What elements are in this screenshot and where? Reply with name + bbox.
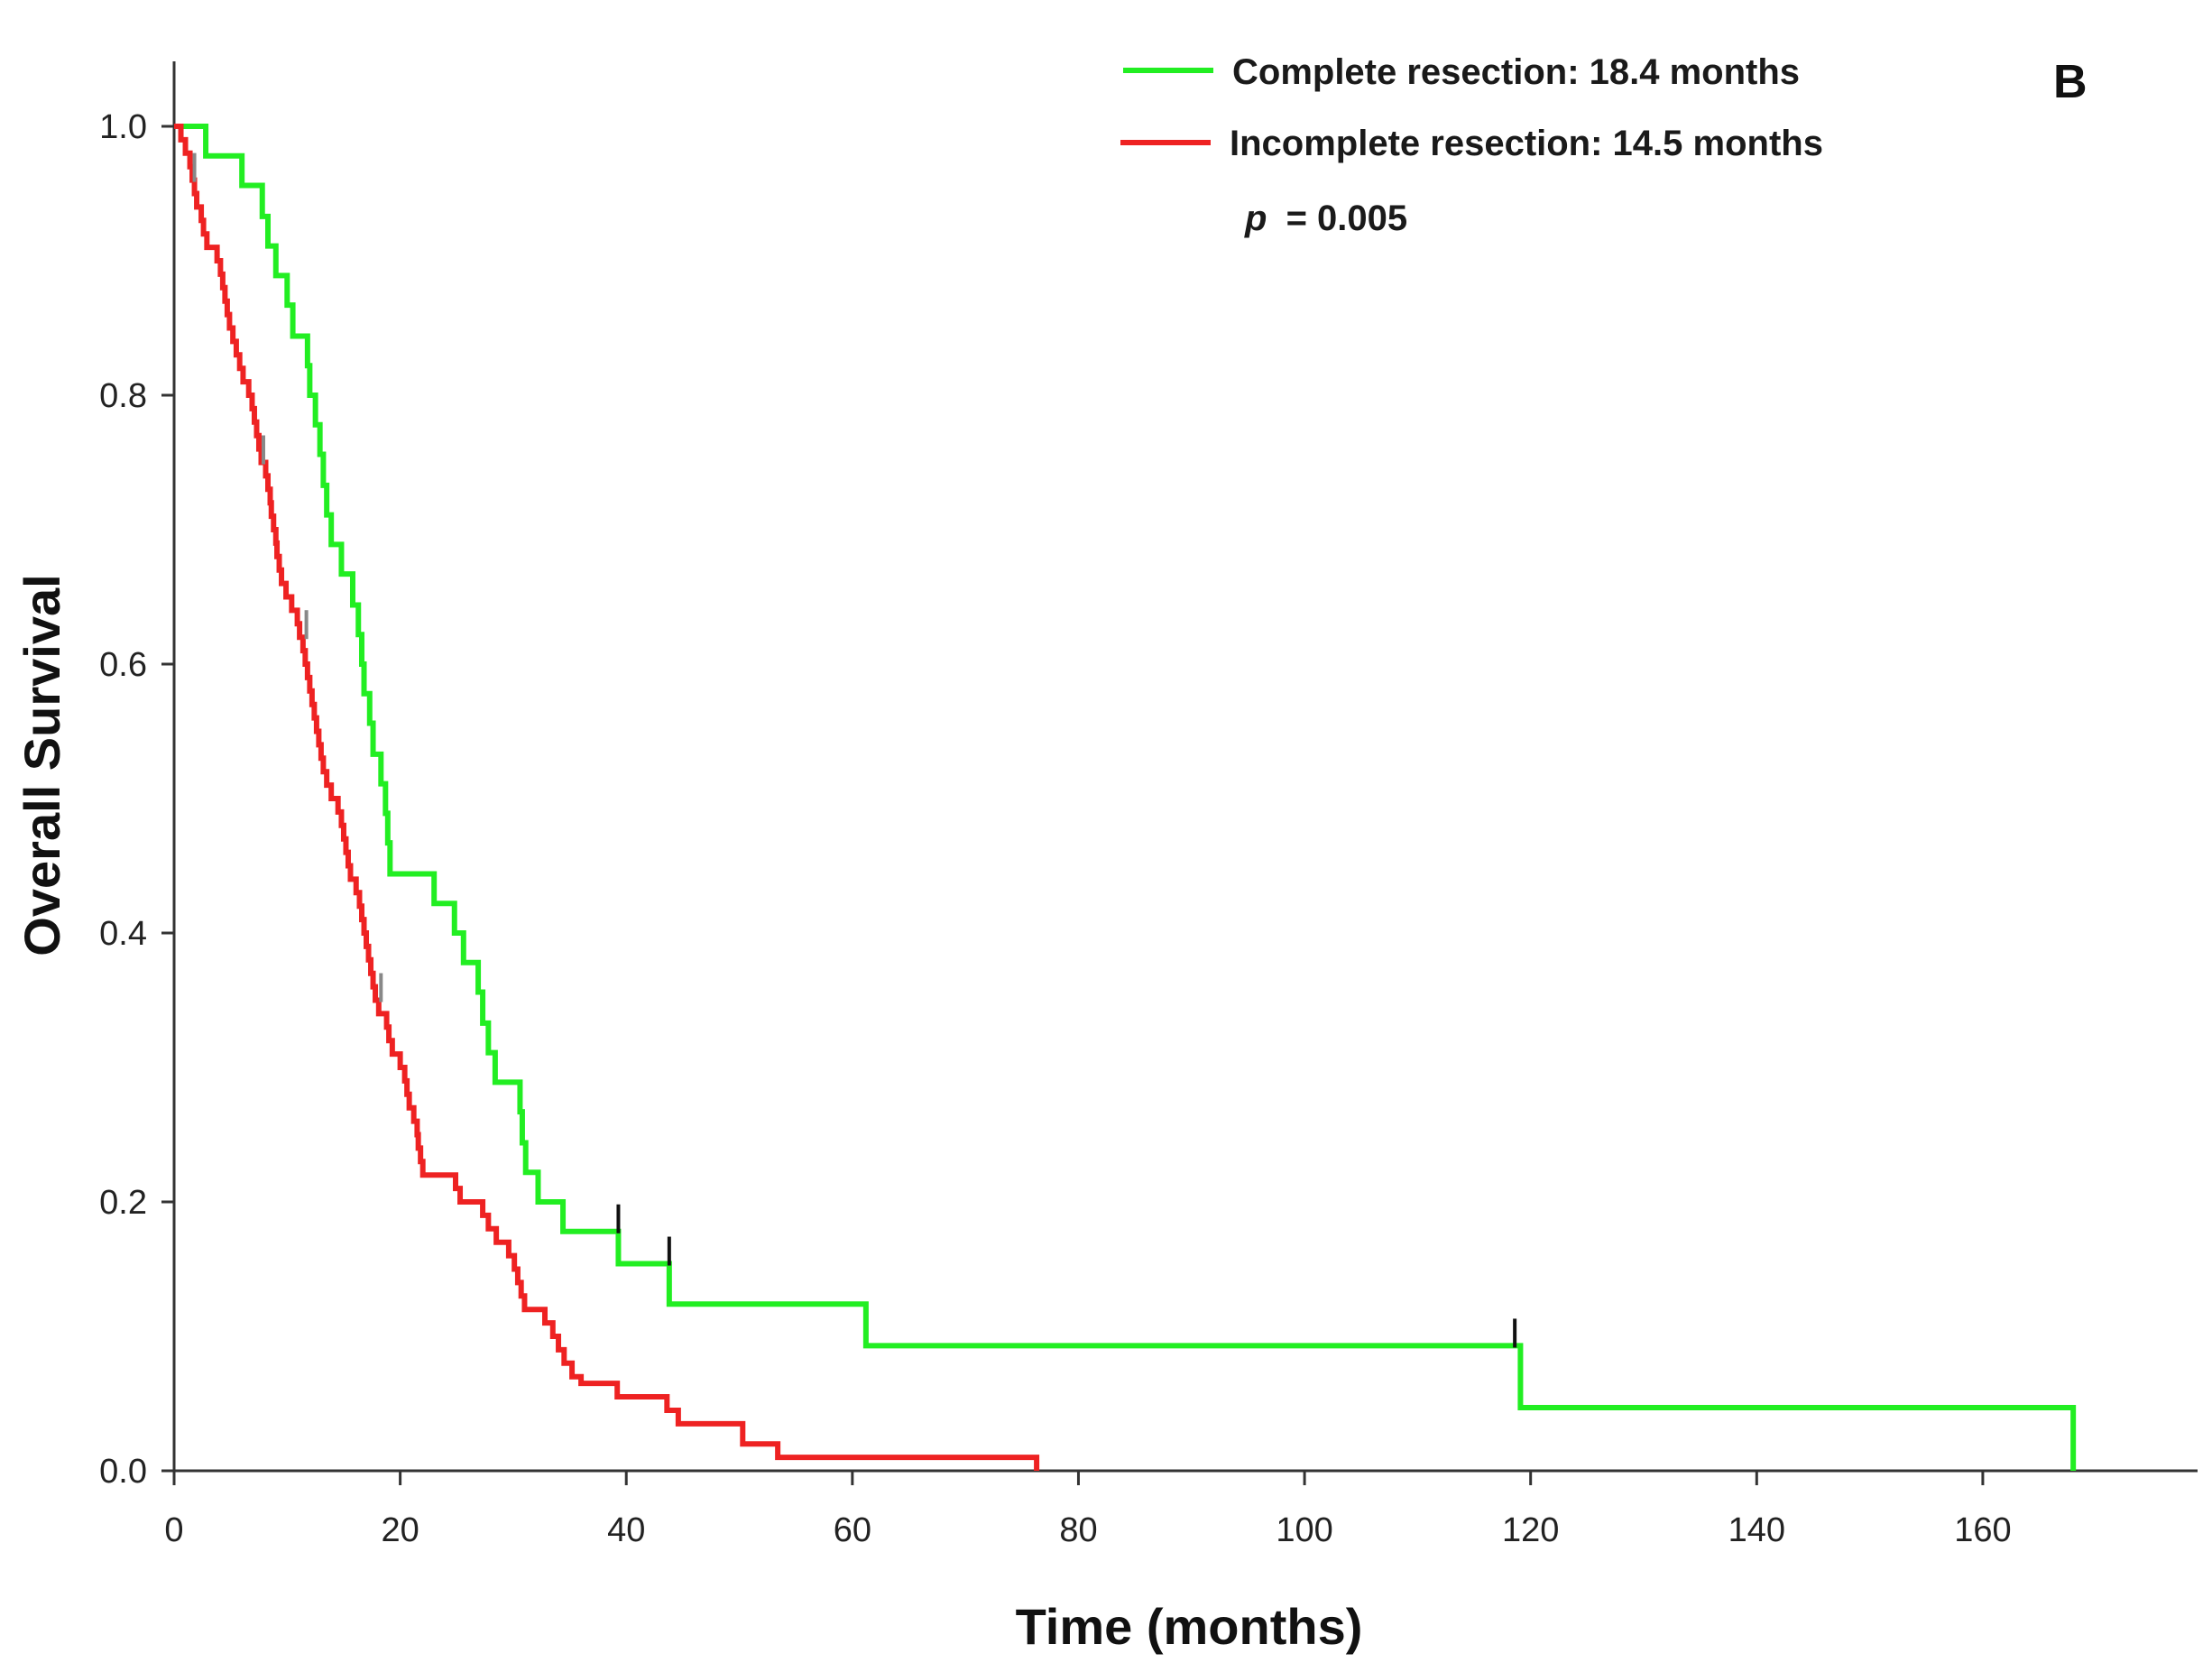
x-tick-label: 120 bbox=[1502, 1511, 1559, 1549]
x-tick-label: 60 bbox=[834, 1511, 871, 1549]
series-layer bbox=[174, 124, 2077, 1471]
y-tick-label: 0.0 bbox=[99, 1453, 147, 1491]
series-line-0 bbox=[174, 124, 2077, 1471]
y-tick-label: 0.6 bbox=[99, 646, 147, 684]
legend-label-incomplete: Incomplete resection: 14.5 months bbox=[1230, 124, 1823, 163]
y-ticks: 0.0 0.2 0.4 0.6 0.8 1.0 bbox=[99, 108, 174, 1491]
y-tick-label: 0.4 bbox=[99, 915, 147, 953]
y-tick-label: 0.2 bbox=[99, 1184, 147, 1222]
p-value-symbol: p bbox=[1244, 199, 1267, 238]
x-axis-title: Time (months) bbox=[1016, 1598, 1363, 1655]
x-tick-label: 40 bbox=[607, 1511, 645, 1549]
legend-label-complete: Complete resection: 18.4 months bbox=[1232, 52, 1800, 92]
x-tick-label: 160 bbox=[1954, 1511, 2011, 1549]
x-tick-label: 20 bbox=[381, 1511, 419, 1549]
legend: Complete resection: 18.4 months Incomple… bbox=[1120, 52, 1823, 238]
panel-label: B bbox=[2053, 56, 2088, 108]
series-line-1 bbox=[174, 124, 1040, 1471]
y-tick-label: 0.8 bbox=[99, 377, 147, 415]
x-tick-label: 140 bbox=[1728, 1511, 1785, 1549]
x-tick-label: 100 bbox=[1276, 1511, 1332, 1549]
x-ticks: 0 20 40 60 80 100 120 140 160 bbox=[164, 1471, 2012, 1549]
p-value-annotation: p = 0.005 bbox=[1244, 199, 1407, 238]
y-axis-title: Overall Survival bbox=[14, 574, 70, 956]
y-tick-label: 1.0 bbox=[99, 108, 147, 146]
x-tick-label: 0 bbox=[164, 1511, 183, 1549]
p-value-text: = 0.005 bbox=[1286, 199, 1408, 238]
x-tick-label: 80 bbox=[1059, 1511, 1097, 1549]
